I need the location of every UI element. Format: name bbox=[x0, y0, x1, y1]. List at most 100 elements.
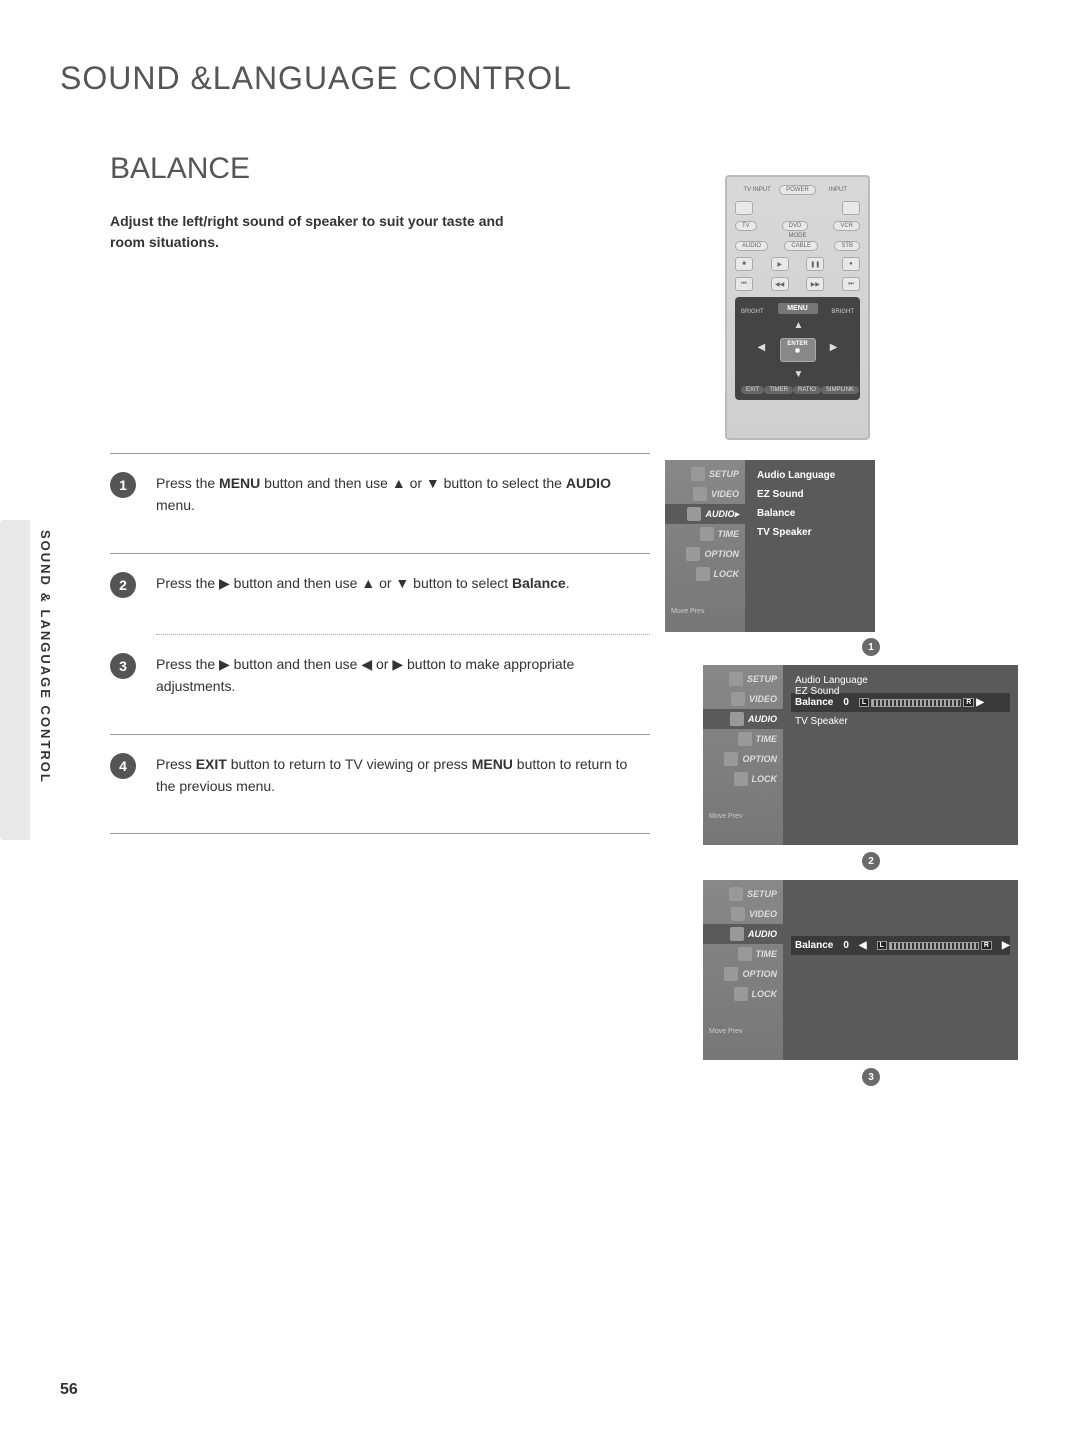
prev-button[interactable]: ⏮ bbox=[735, 277, 753, 291]
simplink-button[interactable]: SIMPLINK bbox=[821, 386, 859, 394]
t: AUDIO bbox=[748, 714, 777, 724]
page-title: SOUND &LANGUAGE CONTROL bbox=[60, 60, 1020, 97]
osd-footer: Move Prev bbox=[703, 1024, 783, 1039]
osd-footer: Move Prev bbox=[703, 809, 783, 824]
t: Press the ▶ button and then use ◀ or ▶ b… bbox=[156, 656, 574, 694]
option-icon bbox=[686, 547, 700, 561]
rew-button[interactable]: ◀◀ bbox=[771, 277, 789, 291]
timer-button[interactable]: TIMER bbox=[764, 386, 793, 394]
label: INPUT bbox=[816, 187, 860, 193]
mode-vcr[interactable]: VCR bbox=[833, 221, 860, 231]
osd-item-time[interactable]: TIME bbox=[665, 524, 745, 544]
exit-button[interactable]: EXIT bbox=[741, 386, 764, 394]
osd-item-lock[interactable]: LOCK bbox=[703, 769, 783, 789]
slider-bar[interactable] bbox=[889, 942, 979, 950]
enter-button[interactable]: ENTER◉ bbox=[780, 338, 816, 362]
input-button[interactable] bbox=[842, 201, 860, 215]
mode-tv[interactable]: TV bbox=[735, 221, 757, 231]
audio-icon bbox=[687, 507, 701, 521]
osd-line[interactable]: Audio Language bbox=[757, 470, 863, 481]
pause-button[interactable]: ❚❚ bbox=[806, 257, 824, 271]
osd-item-time[interactable]: TIME bbox=[703, 729, 783, 749]
time-icon bbox=[700, 527, 714, 541]
t: AUDIO bbox=[705, 509, 734, 519]
tvinput-button[interactable] bbox=[735, 201, 753, 215]
up-arrow[interactable]: ▲ bbox=[794, 320, 804, 331]
step-text: Press the ▶ button and then use ◀ or ▶ b… bbox=[156, 653, 650, 698]
osd-content: Audio Language EZ Sound Balance 0 L R ▶ … bbox=[783, 665, 1018, 845]
stop-button[interactable]: ■ bbox=[735, 257, 753, 271]
ratio-button[interactable]: RATIO bbox=[793, 386, 821, 394]
remote-control: TV INPUT POWER INPUT TV DVD VCR MODE AUD… bbox=[725, 175, 870, 440]
mode-dvd[interactable]: DVD bbox=[782, 221, 809, 231]
osd-line[interactable]: Balance bbox=[757, 508, 863, 519]
t: LOCK bbox=[714, 569, 740, 579]
mode-stb[interactable]: STB bbox=[834, 241, 860, 251]
balance-row[interactable]: Balance 0 ◀ L R ▶ bbox=[791, 936, 1010, 955]
ff-button[interactable]: ▶▶ bbox=[806, 277, 824, 291]
video-icon bbox=[731, 907, 745, 921]
step-4: 4 Press EXIT button to return to TV view… bbox=[110, 753, 650, 816]
t: ENTER bbox=[787, 341, 807, 347]
osd-item-lock[interactable]: LOCK bbox=[665, 564, 745, 584]
osd-line[interactable]: TV Speaker bbox=[757, 527, 863, 538]
osd-item-audio[interactable]: AUDIO bbox=[703, 924, 783, 944]
osd-item-setup[interactable]: SETUP bbox=[665, 464, 745, 484]
rec-button[interactable]: ● bbox=[842, 257, 860, 271]
osd-item-video[interactable]: VIDEO bbox=[703, 689, 783, 709]
osd-item-option[interactable]: OPTION bbox=[665, 544, 745, 564]
balance-slider[interactable]: L R bbox=[877, 941, 992, 950]
next-button[interactable]: ⏭ bbox=[842, 277, 860, 291]
power-button[interactable]: POWER bbox=[779, 185, 816, 195]
lock-icon bbox=[696, 567, 710, 581]
lock-icon bbox=[734, 772, 748, 786]
balance-slider[interactable]: L R ▶ bbox=[859, 697, 984, 708]
osd-content: Audio Language EZ Sound Balance TV Speak… bbox=[745, 460, 875, 632]
osd-item-audio[interactable]: AUDIO ▸ bbox=[665, 504, 745, 524]
osd-item-lock[interactable]: LOCK bbox=[703, 984, 783, 1004]
step-text: Press the ▶ button and then use ▲ or ▼ b… bbox=[156, 572, 570, 594]
slider-bar[interactable] bbox=[871, 699, 961, 707]
mode-audio[interactable]: AUDIO bbox=[735, 241, 768, 251]
mode-label: MODE bbox=[735, 233, 860, 239]
dpad-area: BRIGHT MENU BRIGHT ▲ ◀ ▶ ▼ ENTER◉ EXIT T… bbox=[735, 297, 860, 400]
right-arrow-icon: ▶ bbox=[1002, 940, 1010, 951]
lock-icon bbox=[734, 987, 748, 1001]
mode-cable[interactable]: CABLE bbox=[784, 241, 818, 251]
t: VIDEO bbox=[749, 694, 777, 704]
bright-minus[interactable]: BRIGHT bbox=[741, 309, 764, 315]
option-icon bbox=[724, 967, 738, 981]
t: AUDIO bbox=[566, 475, 611, 491]
setup-icon bbox=[729, 672, 743, 686]
left-arrow[interactable]: ◀ bbox=[758, 342, 766, 353]
osd-panel-3: SETUP VIDEO AUDIO TIME OPTION LOCK Move … bbox=[703, 880, 1018, 1060]
label: TV INPUT bbox=[735, 187, 779, 193]
bright-plus[interactable]: BRIGHT bbox=[831, 309, 854, 315]
t: MENU bbox=[472, 756, 513, 772]
osd-item-option[interactable]: OPTION bbox=[703, 749, 783, 769]
t: button to return to TV viewing or press bbox=[227, 756, 472, 772]
down-arrow[interactable]: ▼ bbox=[794, 369, 804, 380]
osd-line[interactable]: Audio Language bbox=[795, 675, 1006, 686]
t: OPTION bbox=[742, 969, 777, 979]
osd-sidebar: SETUP VIDEO AUDIO TIME OPTION LOCK Move … bbox=[703, 665, 783, 845]
osd-line[interactable]: EZ Sound bbox=[757, 489, 863, 500]
osd-line[interactable]: TV Speaker bbox=[795, 716, 1006, 727]
right-arrow[interactable]: ▶ bbox=[830, 342, 838, 353]
osd-item-audio[interactable]: AUDIO bbox=[703, 709, 783, 729]
osd-panel-1: SETUP VIDEO AUDIO ▸ TIME OPTION LOCK Mov… bbox=[665, 460, 875, 632]
osd-item-time[interactable]: TIME bbox=[703, 944, 783, 964]
osd-item-option[interactable]: OPTION bbox=[703, 964, 783, 984]
balance-value: 0 bbox=[843, 697, 849, 708]
osd-sidebar: SETUP VIDEO AUDIO ▸ TIME OPTION LOCK Mov… bbox=[665, 460, 745, 632]
step-bullet: 2 bbox=[110, 572, 136, 598]
video-icon bbox=[731, 692, 745, 706]
play-button[interactable]: ▶ bbox=[771, 257, 789, 271]
osd-item-setup[interactable]: SETUP bbox=[703, 884, 783, 904]
osd-item-video[interactable]: VIDEO bbox=[703, 904, 783, 924]
slider-right-cap: R bbox=[963, 698, 974, 707]
osd-item-video[interactable]: VIDEO bbox=[665, 484, 745, 504]
menu-button[interactable]: MENU bbox=[778, 303, 818, 314]
osd-item-setup[interactable]: SETUP bbox=[703, 669, 783, 689]
t: SETUP bbox=[747, 889, 777, 899]
